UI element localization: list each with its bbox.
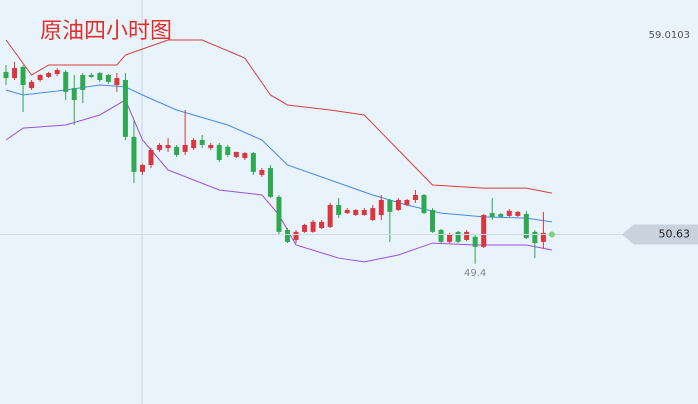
candle-body [506, 210, 512, 216]
candle-body [464, 231, 470, 240]
candle-body [344, 209, 350, 214]
band-line [5, 84, 552, 223]
candle-body [105, 74, 111, 82]
candle-body [489, 213, 495, 217]
candle-body [302, 224, 308, 232]
candle-body [80, 74, 86, 90]
candle-body [481, 214, 487, 247]
candle-body [174, 146, 180, 155]
candle-body [242, 153, 248, 159]
candle-body [540, 232, 546, 242]
candle-body [46, 73, 52, 77]
candle-body [259, 169, 265, 175]
candle-body [378, 199, 384, 215]
candle-body [29, 81, 35, 89]
candle-body [438, 229, 444, 242]
candle-body [54, 69, 60, 75]
candle-body [310, 221, 316, 232]
candle-body [63, 71, 69, 92]
candle-body [182, 144, 188, 152]
candle-body [293, 231, 299, 240]
low-annotation: 49.4 [464, 268, 486, 279]
candle-body [515, 211, 521, 216]
candle-body [395, 199, 401, 210]
candle-body [148, 149, 154, 165]
candle-body [404, 199, 410, 205]
candle-body [191, 139, 197, 149]
candle-body [472, 236, 478, 247]
candle-body [387, 199, 393, 212]
candle-body [216, 144, 222, 160]
candle-body [139, 164, 145, 172]
candle-body [208, 144, 214, 149]
band-line [5, 99, 553, 263]
candle-body [267, 168, 273, 197]
candle-body [20, 66, 26, 85]
candle-body [319, 221, 325, 229]
candle-body [225, 146, 231, 155]
candle-body [165, 144, 171, 149]
candle-body [370, 208, 376, 220]
candle-body [97, 73, 103, 80]
price-tag [622, 224, 698, 245]
candle-body [199, 139, 205, 145]
candle-body [498, 214, 504, 217]
candle-body [532, 231, 538, 244]
candle-body [447, 234, 453, 242]
candle-body [327, 204, 333, 227]
candle-body [353, 209, 359, 215]
candle-body [3, 71, 9, 79]
chart-title: 原油四小时图 [40, 19, 172, 44]
candle-body [114, 78, 120, 85]
candle-body [276, 196, 282, 232]
candle-body [421, 194, 427, 214]
candle-body [523, 214, 529, 239]
candle-body [430, 209, 435, 232]
candle-body [361, 209, 367, 215]
last-point [548, 231, 555, 238]
candle-body [88, 74, 94, 77]
candle-body [412, 194, 418, 200]
candle-body [122, 79, 128, 137]
y-tick-label: 59.0103 [649, 30, 690, 41]
candle-body [12, 68, 18, 79]
candle-body [455, 231, 461, 242]
candle-body [157, 144, 163, 150]
candle-body [284, 229, 290, 242]
price-tag-label: 50.63 [659, 227, 691, 240]
candle-body [250, 153, 256, 172]
band-line [5, 39, 553, 194]
candle-body [131, 136, 137, 172]
candle-body [71, 88, 77, 100]
candle-body [233, 151, 239, 157]
candle-body [37, 74, 43, 80]
candle-body [336, 204, 342, 215]
